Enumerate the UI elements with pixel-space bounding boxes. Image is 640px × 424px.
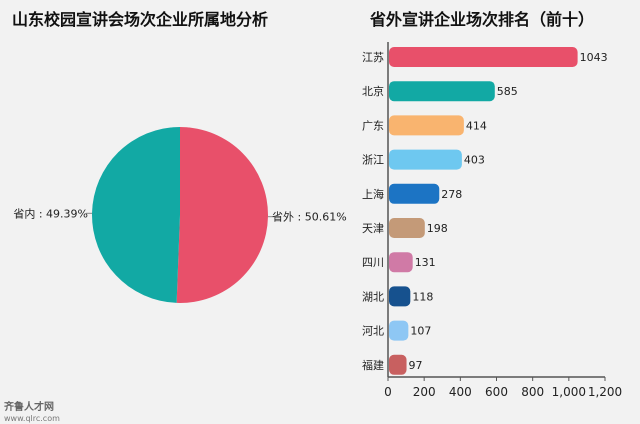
category-label: 河北: [362, 325, 384, 338]
x-tick-label: 1,000: [552, 385, 586, 399]
category-label: 湖北: [362, 290, 384, 303]
pie-title: 山东校园宣讲会场次企业所属地分析: [12, 10, 269, 29]
value-label: 97: [409, 359, 423, 372]
bar-浙江: [389, 149, 462, 170]
pie-chart: 省外 : 50.61% 省内 : 49.39%: [13, 127, 347, 303]
x-tick-label: 800: [521, 385, 544, 399]
x-tick-label: 0: [384, 385, 392, 399]
pie-label: 省内 : 49.39%: [13, 206, 88, 220]
bar-四川: [389, 252, 413, 273]
value-label: 403: [464, 154, 485, 167]
category-label: 四川: [362, 256, 384, 269]
category-label: 天津: [362, 222, 384, 235]
bar-福建: [389, 354, 407, 375]
watermark-brand: 齐鲁人才网: [4, 402, 54, 413]
bar-广东: [389, 115, 464, 136]
category-label: 广东: [362, 119, 384, 132]
x-tick-label: 600: [485, 385, 508, 399]
pie-label: 省外 : 50.61%: [272, 211, 347, 224]
value-label: 107: [410, 325, 431, 338]
pie-slice-1: [92, 127, 180, 303]
category-label: 上海: [362, 187, 384, 201]
x-tick-label: 200: [413, 385, 436, 399]
category-label: 福建: [362, 358, 384, 372]
value-label: 414: [466, 119, 487, 132]
x-tick-label: 400: [449, 385, 472, 399]
value-label: 585: [497, 85, 518, 98]
value-label: 278: [441, 188, 462, 201]
value-label: 1043: [580, 51, 608, 64]
pie-slice-0: [176, 127, 269, 303]
bar-chart: 江苏 1043 北京 585 广东 414 浙江 403 上海 278 天津 198 四川 131 湖北 11…: [362, 42, 622, 399]
bar-河北: [389, 320, 409, 341]
bar-title: 省外宣讲企业场次排名（前十）: [370, 10, 595, 29]
x-tick-label: 1,200: [588, 385, 622, 399]
watermark-url: www.qlrc.com: [4, 414, 60, 423]
watermark-logo: 齐鲁人才网 www.qlrc.com: [4, 398, 60, 424]
bar-北京: [389, 81, 495, 102]
value-label: 131: [415, 256, 436, 269]
bar-天津: [389, 218, 425, 238]
category-label: 江苏: [362, 51, 384, 64]
bar-江苏: [389, 47, 578, 67]
category-label: 浙江: [362, 154, 384, 167]
value-label: 118: [412, 290, 433, 303]
value-label: 198: [427, 222, 448, 235]
bar-湖北: [389, 286, 411, 307]
bar-上海: [389, 183, 440, 204]
category-label: 北京: [362, 84, 384, 98]
